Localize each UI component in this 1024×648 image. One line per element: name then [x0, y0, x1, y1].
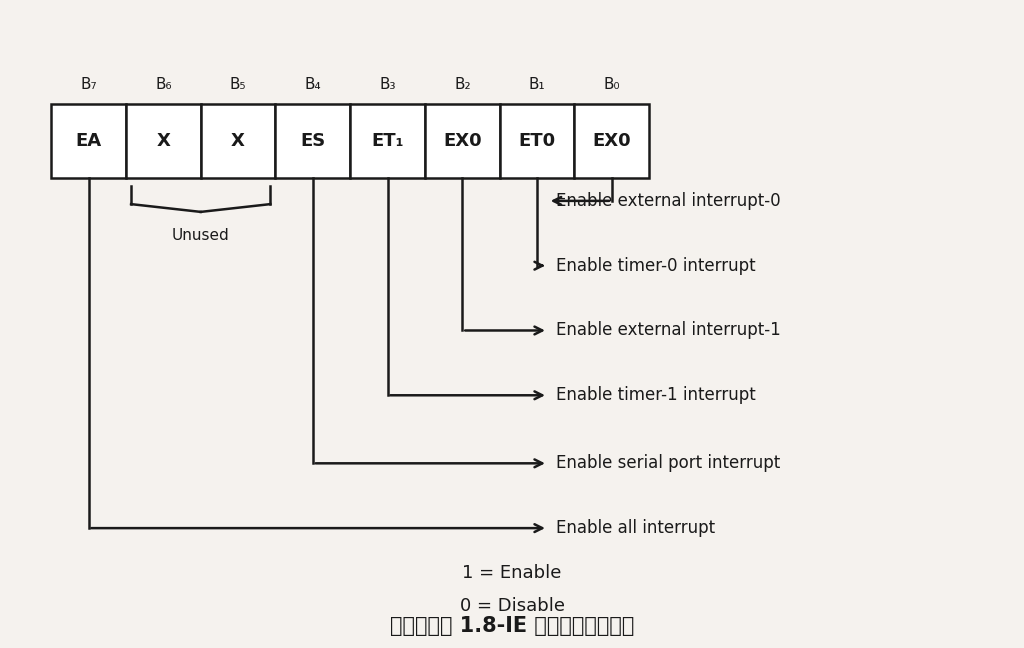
Bar — [350, 104, 425, 178]
Text: 0 = Disable: 0 = Disable — [460, 597, 564, 615]
Text: X: X — [231, 132, 245, 150]
Text: Enable timer-1 interrupt: Enable timer-1 interrupt — [556, 386, 756, 404]
Text: Enable all interrupt: Enable all interrupt — [556, 519, 715, 537]
Text: Enable serial port interrupt: Enable serial port interrupt — [556, 454, 780, 472]
Text: Enable external interrupt-1: Enable external interrupt-1 — [556, 321, 780, 340]
Text: EX0: EX0 — [593, 132, 631, 150]
Text: Enable timer-0 interrupt: Enable timer-0 interrupt — [556, 257, 756, 275]
Text: EX0: EX0 — [443, 132, 481, 150]
Bar — [51, 104, 126, 178]
Text: B₆: B₆ — [155, 77, 172, 92]
Text: B₃: B₃ — [379, 77, 396, 92]
Text: ET0: ET0 — [518, 132, 556, 150]
Bar — [574, 104, 649, 178]
Text: B₀: B₀ — [603, 77, 621, 92]
Bar — [500, 104, 574, 178]
Text: 1 = Enable: 1 = Enable — [462, 564, 562, 583]
Bar — [126, 104, 201, 178]
Text: Enable external interrupt-0: Enable external interrupt-0 — [556, 192, 780, 210]
Text: Unused: Unused — [172, 228, 229, 243]
Text: B₂: B₂ — [454, 77, 471, 92]
Bar — [201, 104, 275, 178]
Text: EA: EA — [76, 132, 101, 150]
Text: ET₁: ET₁ — [372, 132, 403, 150]
Text: चित्र 1.8-IE रजिस्टर।: चित्र 1.8-IE रजिस्टर। — [390, 616, 634, 636]
Bar — [275, 104, 350, 178]
Text: X: X — [157, 132, 170, 150]
Text: B₄: B₄ — [304, 77, 322, 92]
Text: B₇: B₇ — [80, 77, 97, 92]
Text: B₁: B₁ — [528, 77, 546, 92]
Text: ES: ES — [300, 132, 326, 150]
Bar — [425, 104, 500, 178]
Text: B₅: B₅ — [229, 77, 247, 92]
